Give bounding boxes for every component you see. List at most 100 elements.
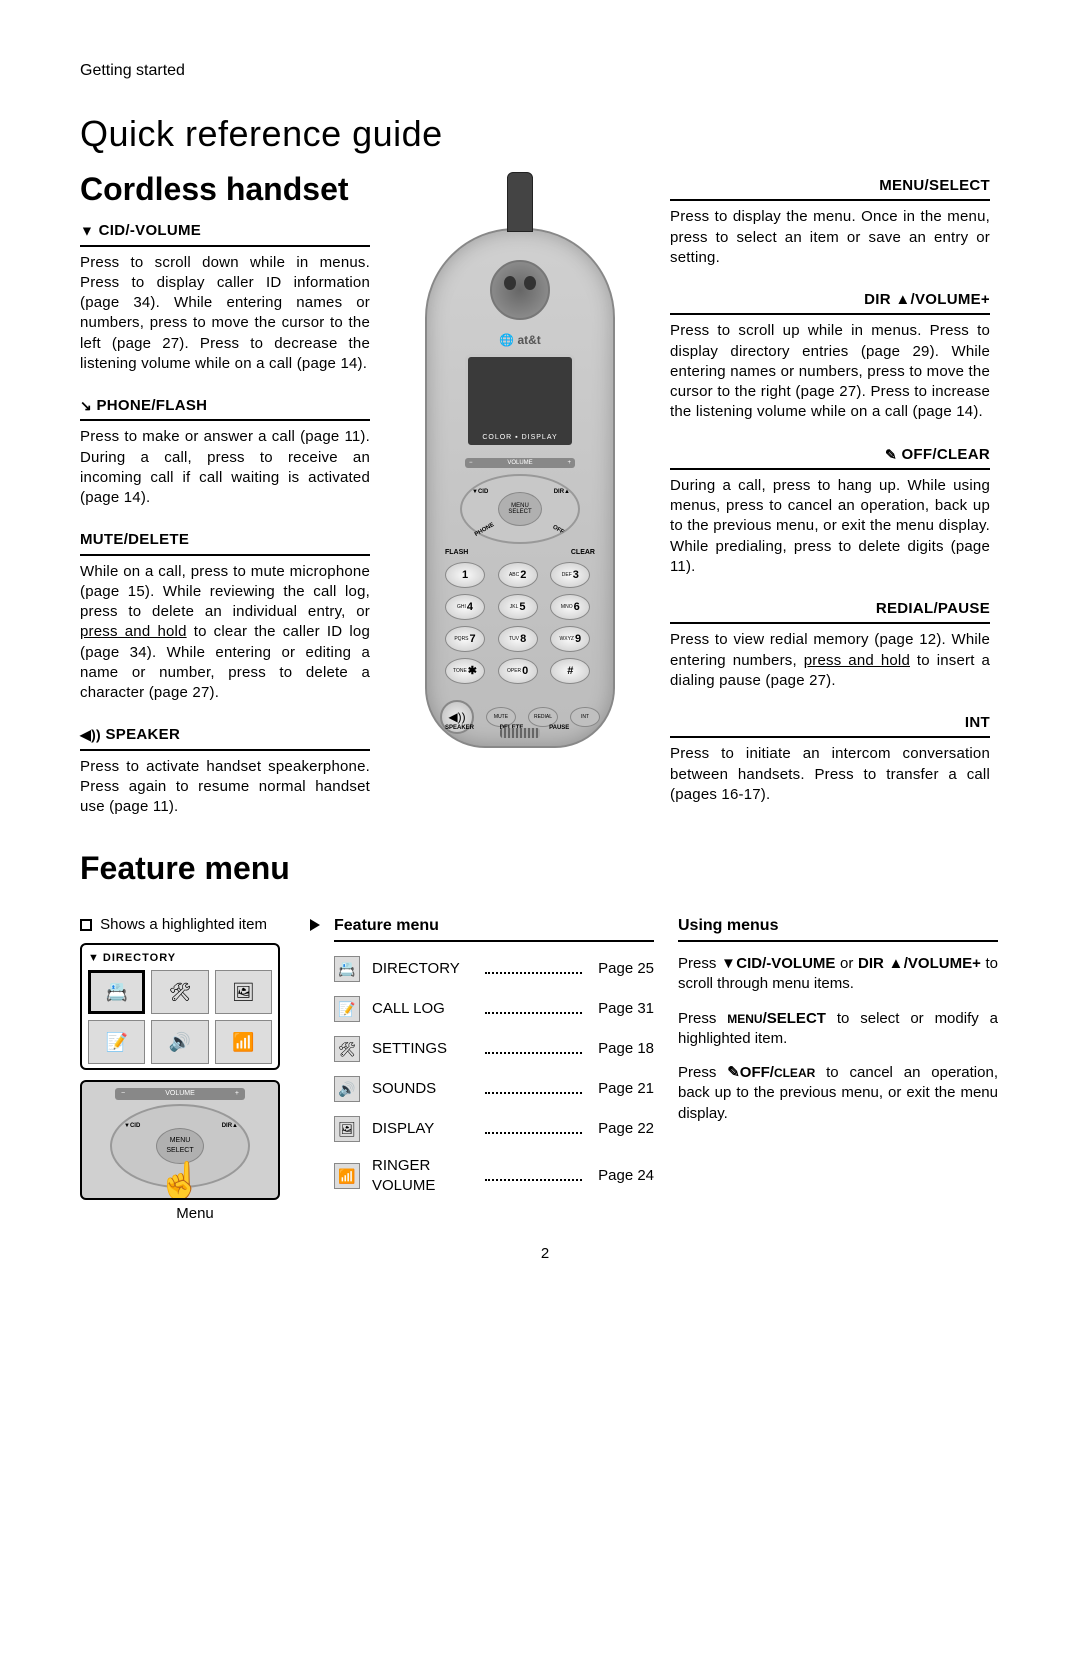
earpiece xyxy=(490,260,550,320)
using-menus: Using menus Press ▼CID/-VOLUME or DIR ▲/… xyxy=(678,915,998,1224)
page-title: Quick reference guide xyxy=(80,110,1010,159)
mic-grille xyxy=(500,728,540,738)
menu-item-icon: 🛠 xyxy=(334,1036,360,1062)
key-8: TUV8 xyxy=(498,626,538,652)
list-item: 📶RINGER VOLUMEPage 24 xyxy=(334,1156,654,1197)
hand-icon: ☝ xyxy=(158,1157,203,1200)
pencil-icon: ✎ xyxy=(885,446,897,462)
callout-menu: MENU/SELECT Press to display the menu. O… xyxy=(670,176,990,268)
settings-icon: 🛠 xyxy=(151,970,208,1014)
down-triangle-icon: ▼ xyxy=(80,223,94,239)
directory-icon: 📇 xyxy=(88,970,145,1014)
right-callouts: MENU/SELECT Press to display the menu. O… xyxy=(670,168,990,839)
key-2: ABC2 xyxy=(498,562,538,588)
menu-body: Press to display the menu. Once in the m… xyxy=(670,207,990,268)
cid-key: ▼CID xyxy=(472,488,488,496)
list-item: 🖼DISPLAYPage 22 xyxy=(334,1116,654,1142)
phone-body: Press to make or answer a call (page 11)… xyxy=(80,427,370,508)
keypad: 1 ABC2 DEF3 GHI4 JKL5 MNO6 PQRS7 TUV8 WXYZ9 TONE✱… xyxy=(445,562,595,684)
volume-rocker: − VOLUME + xyxy=(465,458,575,468)
brand-logo: 🌐 at&t xyxy=(499,332,541,348)
key-6: MNO6 xyxy=(550,594,590,620)
key-7: PQRS7 xyxy=(445,626,485,652)
speaker-label: SPEAKER xyxy=(445,724,474,732)
cid-body: Press to scroll down while in menus. Pre… xyxy=(80,253,370,375)
feature-list: Feature menu 📇DIRECTORYPage 25 📝CALL LOGP… xyxy=(334,915,654,1224)
callout-off: ✎ OFF/CLEAR During a call, press to hang… xyxy=(670,445,990,578)
int-body: Press to initiate an intercom conversati… xyxy=(670,744,990,805)
menu-heading: MENU/SELECT xyxy=(670,176,990,201)
speaker-icon: ◀)) xyxy=(80,727,101,743)
menu-item-icon: 📶 xyxy=(334,1163,360,1189)
key-3: DEF3 xyxy=(550,562,590,588)
callout-phone: ↘ PHONE/FLASH Press to make or answer a … xyxy=(80,396,370,508)
off-key: OFF xyxy=(551,524,565,537)
dir-body: Press to scroll up while in menus. Press… xyxy=(670,321,990,422)
callout-int: INT Press to initiate an intercom conver… xyxy=(670,713,990,805)
key-1: 1 xyxy=(445,562,485,588)
callout-dir: DIR ▲/VOLUME+ Press to scroll up while i… xyxy=(670,290,990,423)
handset-title: Cordless handset xyxy=(80,168,370,211)
list-item: 🛠SETTINGSPage 18 xyxy=(334,1036,654,1062)
nav-ring: MENU SELECT ▼CID DIR▲ PHONE OFF xyxy=(460,474,580,544)
phone-heading: PHONE/FLASH xyxy=(97,397,208,414)
off-heading: OFF/CLEAR xyxy=(901,446,990,463)
using-p1: Press ▼CID/-VOLUME or DIR ▲/VOLUME+ to s… xyxy=(678,954,998,995)
dir-key: DIR▲ xyxy=(554,488,570,496)
list-item: 🔊SOUNDSPage 21 xyxy=(334,1076,654,1102)
pause-label: PAUSE xyxy=(549,724,569,732)
legend: Shows a highlighted item xyxy=(80,915,310,935)
menu-item-icon: 📝 xyxy=(334,996,360,1022)
menu-item-icon: 🖼 xyxy=(334,1116,360,1142)
flash-label: FLASH xyxy=(445,548,468,557)
sounds-icon: 🔊 xyxy=(151,1020,208,1064)
handset-crop: −VOLUME+ MENUSELECT ▼CID DIR▲ ☝ xyxy=(80,1080,280,1200)
key-✱: TONE✱ xyxy=(445,658,485,684)
menu-caption: Menu xyxy=(80,1204,310,1224)
using-p3: Press ✎OFF/CLEAR to cancel an operation,… xyxy=(678,1063,998,1124)
phone-key: PHONE xyxy=(473,521,496,539)
key-9: WXYZ9 xyxy=(550,626,590,652)
left-callouts: Cordless handset ▼ CID/-VOLUME Press to … xyxy=(80,168,370,839)
page-number: 2 xyxy=(80,1244,1010,1264)
key-0: OPER0 xyxy=(498,658,538,684)
breadcrumb: Getting started xyxy=(80,60,1010,82)
using-p2: Press MENU/SELECT to select or modify a … xyxy=(678,1009,998,1050)
menu-item-icon: 📇 xyxy=(334,956,360,982)
feature-left: Shows a highlighted item ▼DIRECTORY 📇 🛠 … xyxy=(80,915,310,1224)
menu-select-key: MENU SELECT xyxy=(498,492,542,526)
callout-speaker: ◀)) SPEAKER Press to activate handset sp… xyxy=(80,725,370,817)
dir-heading: DIR ▲/VOLUME+ xyxy=(670,290,990,315)
cid-heading: CID/-VOLUME xyxy=(99,222,201,239)
screen: COLOR ▪ DISPLAY xyxy=(465,354,575,448)
mute-body: While on a call, press to mute microphon… xyxy=(80,562,370,704)
redial-heading: REDIAL/PAUSE xyxy=(670,599,990,624)
off-body: During a call, press to hang up. While u… xyxy=(670,476,990,577)
using-heading: Using menus xyxy=(678,915,998,943)
ringer-icon: 📶 xyxy=(215,1020,272,1064)
menu-item-icon: 🔊 xyxy=(334,1076,360,1102)
display-icon: 🖼 xyxy=(215,970,272,1014)
menu-screenshot: ▼DIRECTORY 📇 🛠 🖼 📝 🔊 📶 xyxy=(80,943,280,1070)
clear-label: CLEAR xyxy=(571,548,595,557)
speaker-body: Press to activate handset speakerphone. … xyxy=(80,757,370,818)
speaker-heading: SPEAKER xyxy=(105,726,180,743)
mute-heading: MUTE/DELETE xyxy=(80,530,370,555)
callout-mute: MUTE/DELETE While on a call, press to mu… xyxy=(80,530,370,703)
key-#: # xyxy=(550,658,590,684)
feature-list-heading: Feature menu xyxy=(334,915,654,943)
redial-body: Press to view redial memory (page 12). W… xyxy=(670,630,990,691)
phone-illustration: 🌐 at&t COLOR ▪ DISPLAY − VOLUME + MENU S… xyxy=(390,168,650,839)
key-5: JKL5 xyxy=(498,594,538,620)
callout-cid: ▼ CID/-VOLUME Press to scroll down while… xyxy=(80,221,370,374)
int-heading: INT xyxy=(670,713,990,738)
legend-box-icon xyxy=(80,919,92,931)
antenna xyxy=(507,172,533,232)
list-item: 📇DIRECTORYPage 25 xyxy=(334,956,654,982)
list-item: 📝CALL LOGPage 31 xyxy=(334,996,654,1022)
phone-icon: ↘ xyxy=(80,398,92,414)
callout-redial: REDIAL/PAUSE Press to view redial memory… xyxy=(670,599,990,691)
key-4: GHI4 xyxy=(445,594,485,620)
calllog-icon: 📝 xyxy=(88,1020,145,1064)
feature-title: Feature menu xyxy=(80,847,1010,890)
